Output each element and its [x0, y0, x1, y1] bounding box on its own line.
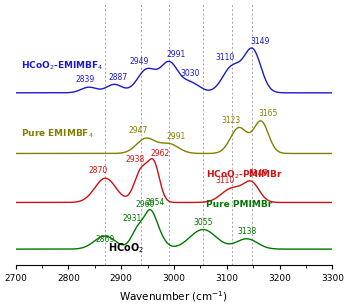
- Text: 3110: 3110: [215, 53, 234, 62]
- Text: 2931: 2931: [122, 214, 142, 223]
- Text: 2949: 2949: [130, 57, 149, 66]
- Text: 3138: 3138: [237, 227, 256, 236]
- Text: 2887: 2887: [109, 72, 128, 82]
- Text: HCoO$_2$: HCoO$_2$: [109, 241, 144, 255]
- Text: 2954: 2954: [145, 198, 165, 207]
- Text: 3110: 3110: [215, 176, 234, 185]
- Text: HCoO$_2$-EMIMBF$_4$: HCoO$_2$-EMIMBF$_4$: [21, 59, 103, 72]
- Text: 2991: 2991: [167, 132, 186, 140]
- Text: 2938: 2938: [125, 156, 144, 164]
- X-axis label: Wavenumber (cm$^{-1}$): Wavenumber (cm$^{-1}$): [119, 289, 229, 304]
- Text: 2869: 2869: [95, 234, 114, 244]
- Text: 2870: 2870: [88, 166, 108, 175]
- Text: 3055: 3055: [193, 218, 213, 227]
- Text: 2947: 2947: [129, 126, 148, 135]
- Text: 3165: 3165: [259, 109, 278, 118]
- Text: 2991: 2991: [167, 50, 186, 59]
- Text: 2960: 2960: [136, 201, 155, 209]
- Text: Pure EMIMBF$_4$: Pure EMIMBF$_4$: [21, 128, 94, 140]
- Text: 3147: 3147: [248, 169, 268, 178]
- Text: Pure PMIMBr: Pure PMIMBr: [206, 200, 272, 209]
- Text: 3149: 3149: [250, 37, 270, 46]
- Text: 2962: 2962: [151, 148, 170, 157]
- Text: HCoO$_2$-PMIMBr: HCoO$_2$-PMIMBr: [206, 168, 283, 181]
- Text: 3123: 3123: [222, 116, 241, 125]
- Text: 3030: 3030: [180, 69, 199, 78]
- Text: 2839: 2839: [75, 75, 94, 84]
